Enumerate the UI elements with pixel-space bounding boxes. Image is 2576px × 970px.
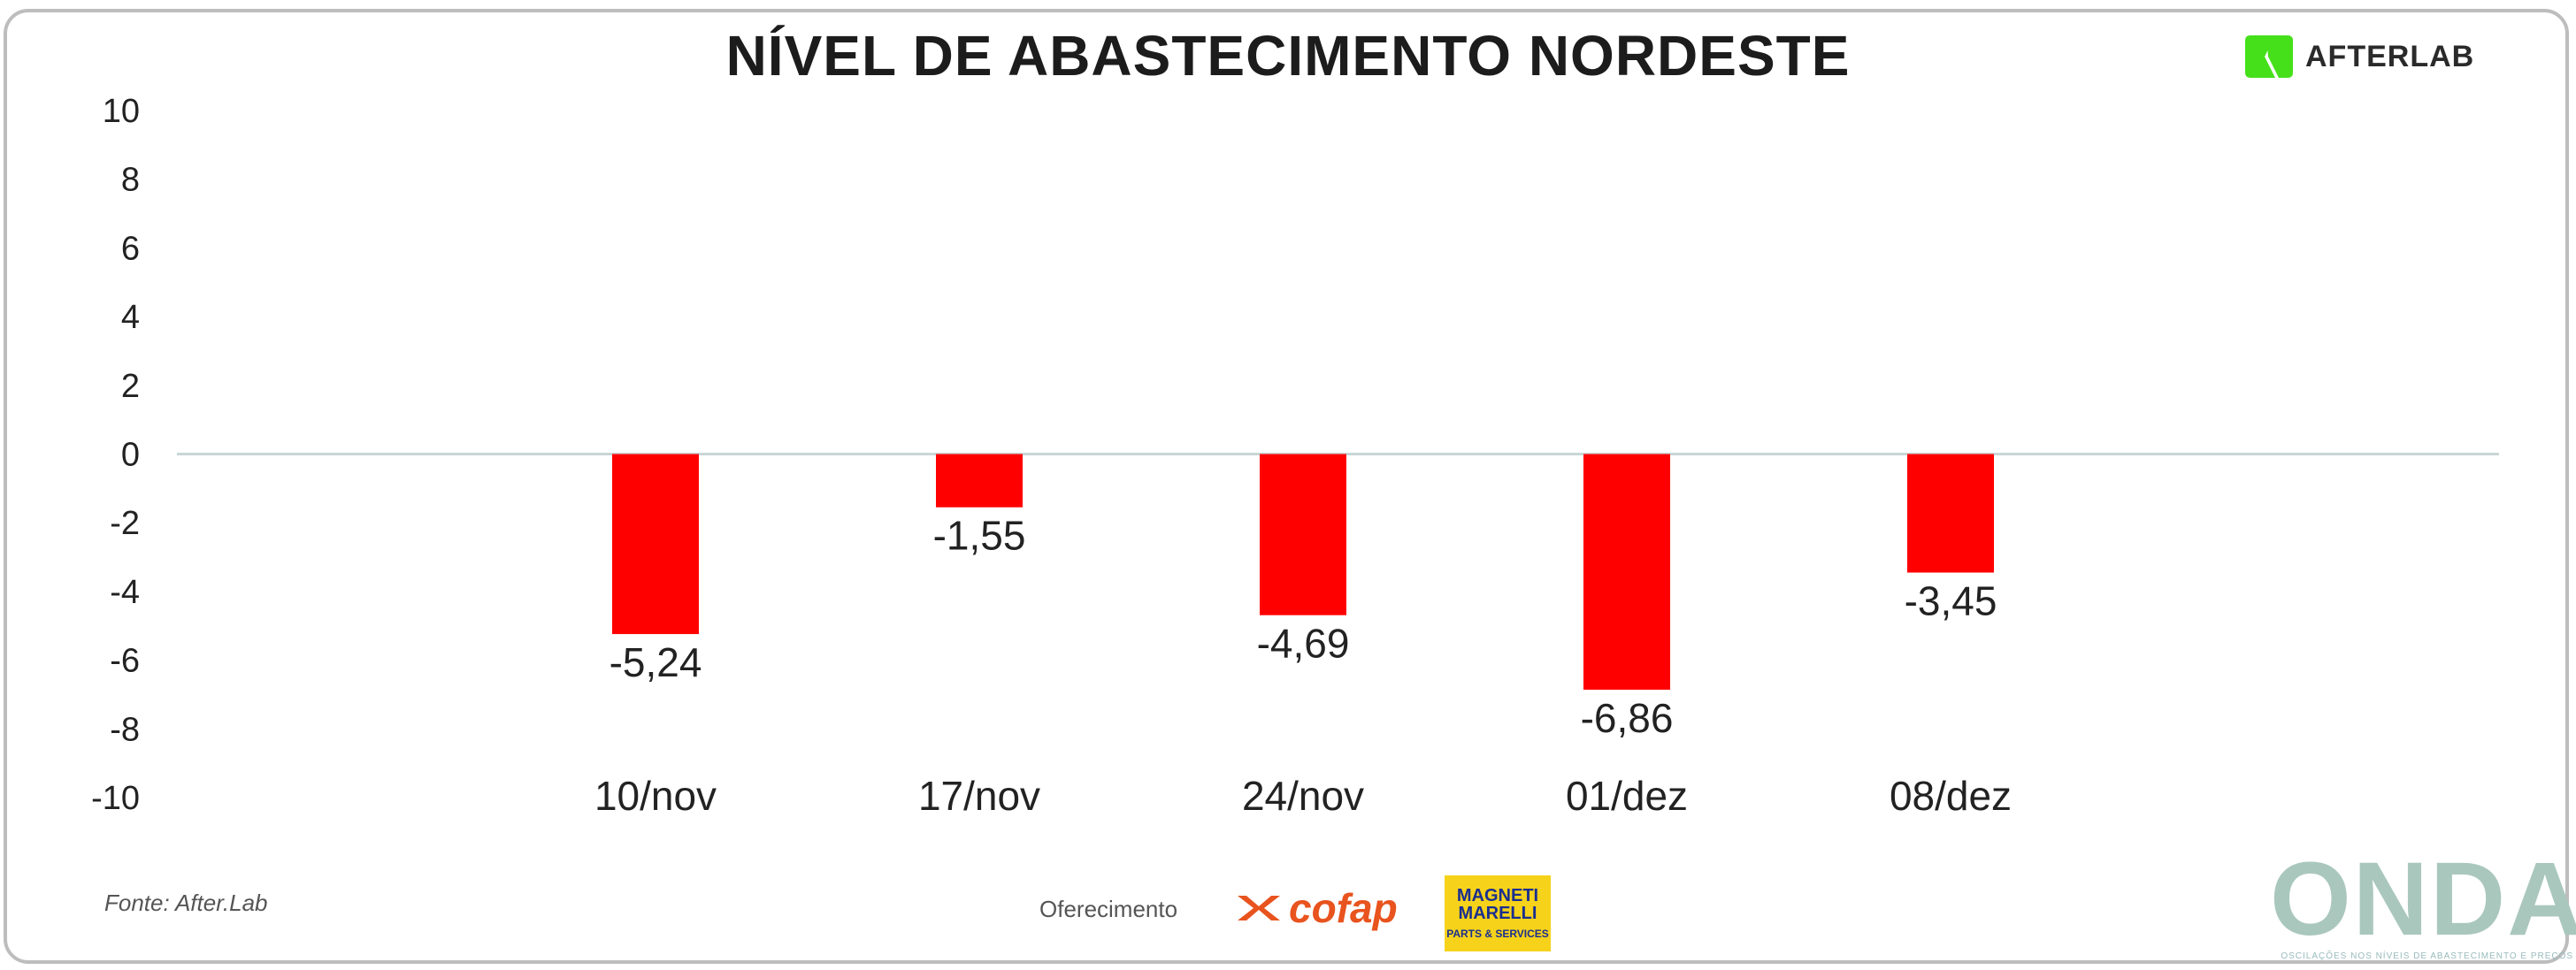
y-tick-label: 2 — [121, 368, 140, 405]
bar-value-label: -1,55 — [933, 513, 1026, 559]
bar — [936, 454, 1023, 508]
source-note: Fonte: After.Lab — [104, 890, 268, 916]
onda-name: ONDA — [2270, 841, 2576, 958]
y-tick-label: -10 — [91, 780, 140, 817]
cofap-name: cofap — [1289, 885, 1398, 931]
cofap-logo-icon — [1238, 896, 1280, 920]
y-tick-label: -6 — [110, 643, 140, 680]
afterlab-brand: AFTERLAB — [2240, 34, 2474, 80]
afterlab-logo-icon — [2245, 35, 2293, 78]
y-tick-label: -2 — [110, 505, 140, 542]
bar-value-label: -3,45 — [1905, 578, 1997, 624]
y-tick-label: 4 — [121, 299, 140, 336]
onda-logo: ONDA OSCILAÇÕES NOS NÍVEIS DE ABASTECIME… — [2270, 841, 2576, 961]
y-tick-label: 6 — [121, 230, 140, 267]
bar — [1583, 454, 1670, 691]
x-tick-label: 10/nov — [594, 773, 717, 819]
y-tick-label: 0 — [121, 437, 140, 474]
bar — [612, 454, 699, 635]
y-tick-label: 10 — [103, 93, 140, 130]
y-tick-label: 8 — [121, 162, 140, 199]
bar-value-label: -6,86 — [1581, 695, 1674, 741]
x-tick-label: 08/dez — [1890, 773, 2012, 819]
x-tick-label: 01/dez — [1566, 773, 1688, 819]
magneti-marelli-subtitle: PARTS & SERVICES — [1446, 928, 1549, 940]
bar — [1260, 454, 1346, 615]
magneti-marelli-name: MAGNETI MARELLI — [1456, 886, 1539, 923]
magneti-marelli-logo-icon: MAGNETI MARELLI PARTS & SERVICES — [1445, 875, 1551, 951]
onda-tagline: OSCILAÇÕES NOS NÍVEIS DE ABASTECIMENTO E… — [2281, 951, 2574, 961]
y-tick-label: -4 — [110, 574, 140, 611]
bar-value-label: -5,24 — [610, 639, 702, 685]
cofap-sponsor: cofap — [1234, 884, 1398, 932]
y-tick-label: -8 — [110, 711, 140, 748]
afterlab-name: AFTERLAB — [2305, 39, 2475, 73]
bar — [1907, 454, 1994, 573]
bar-value-label: -4,69 — [1257, 621, 1350, 667]
x-tick-label: 24/nov — [1242, 773, 1364, 819]
x-tick-label: 17/nov — [918, 773, 1040, 819]
chart-title: NÍVEL DE ABASTECIMENTO NORDESTE — [725, 24, 1851, 88]
oferecimento-label: Oferecimento — [1039, 896, 1178, 922]
